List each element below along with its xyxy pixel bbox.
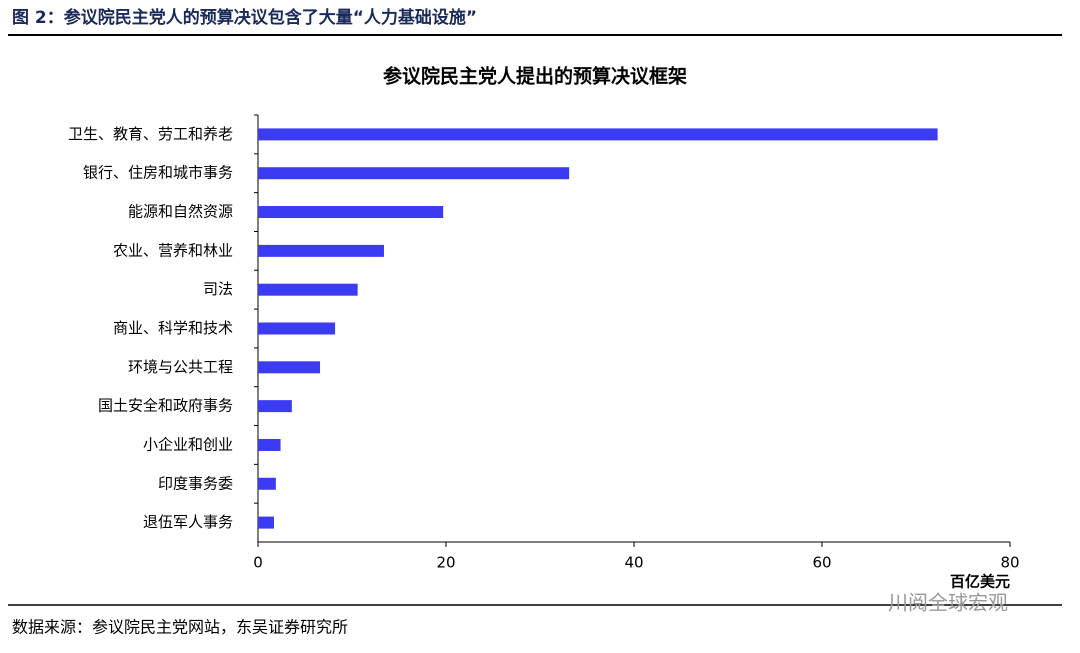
y-tick-label: 退伍军人事务	[143, 513, 233, 531]
y-tick-label: 农业、营养和林业	[113, 241, 233, 259]
source: 数据来源：参议院民主党网站，东吴证券研究所	[12, 618, 348, 637]
bar	[258, 244, 384, 257]
x-tick-label: 20	[436, 554, 455, 572]
watermark: 川阅全球宏观	[888, 591, 1008, 615]
x-tick-label: 0	[253, 554, 263, 572]
bar	[258, 477, 276, 490]
y-tick-label: 司法	[203, 280, 233, 298]
y-tick-label: 商业、科学和技术	[113, 319, 233, 337]
y-tick-label: 印度事务委	[158, 474, 233, 492]
x-tick-label: 80	[1000, 554, 1019, 572]
x-tick-label: 60	[812, 554, 831, 572]
bar	[258, 400, 292, 413]
y-tick-label: 能源和自然资源	[128, 203, 233, 221]
y-tick-label: 环境与公共工程	[128, 358, 233, 376]
bar	[258, 128, 938, 141]
x-tick-label: 40	[624, 554, 643, 572]
y-tick-label: 卫生、教育、劳工和养老	[68, 125, 233, 143]
bar	[258, 283, 358, 296]
y-tick-label: 银行、住房和城市事务	[83, 164, 233, 182]
x-axis-label: 百亿美元	[950, 573, 1010, 591]
bar	[258, 516, 274, 529]
bar	[258, 206, 444, 219]
bar	[258, 167, 570, 180]
bar	[258, 438, 281, 451]
y-tick-label: 小企业和创业	[143, 435, 233, 453]
bar	[258, 322, 336, 335]
y-tick-label: 国土安全和政府事务	[98, 397, 233, 415]
bar	[258, 361, 321, 374]
figure-title: 图 2：参议院民主党人的预算决议包含了大量“人力基础设施”	[12, 7, 477, 28]
chart-title: 参议院民主党人提出的预算决议框架	[383, 65, 687, 88]
